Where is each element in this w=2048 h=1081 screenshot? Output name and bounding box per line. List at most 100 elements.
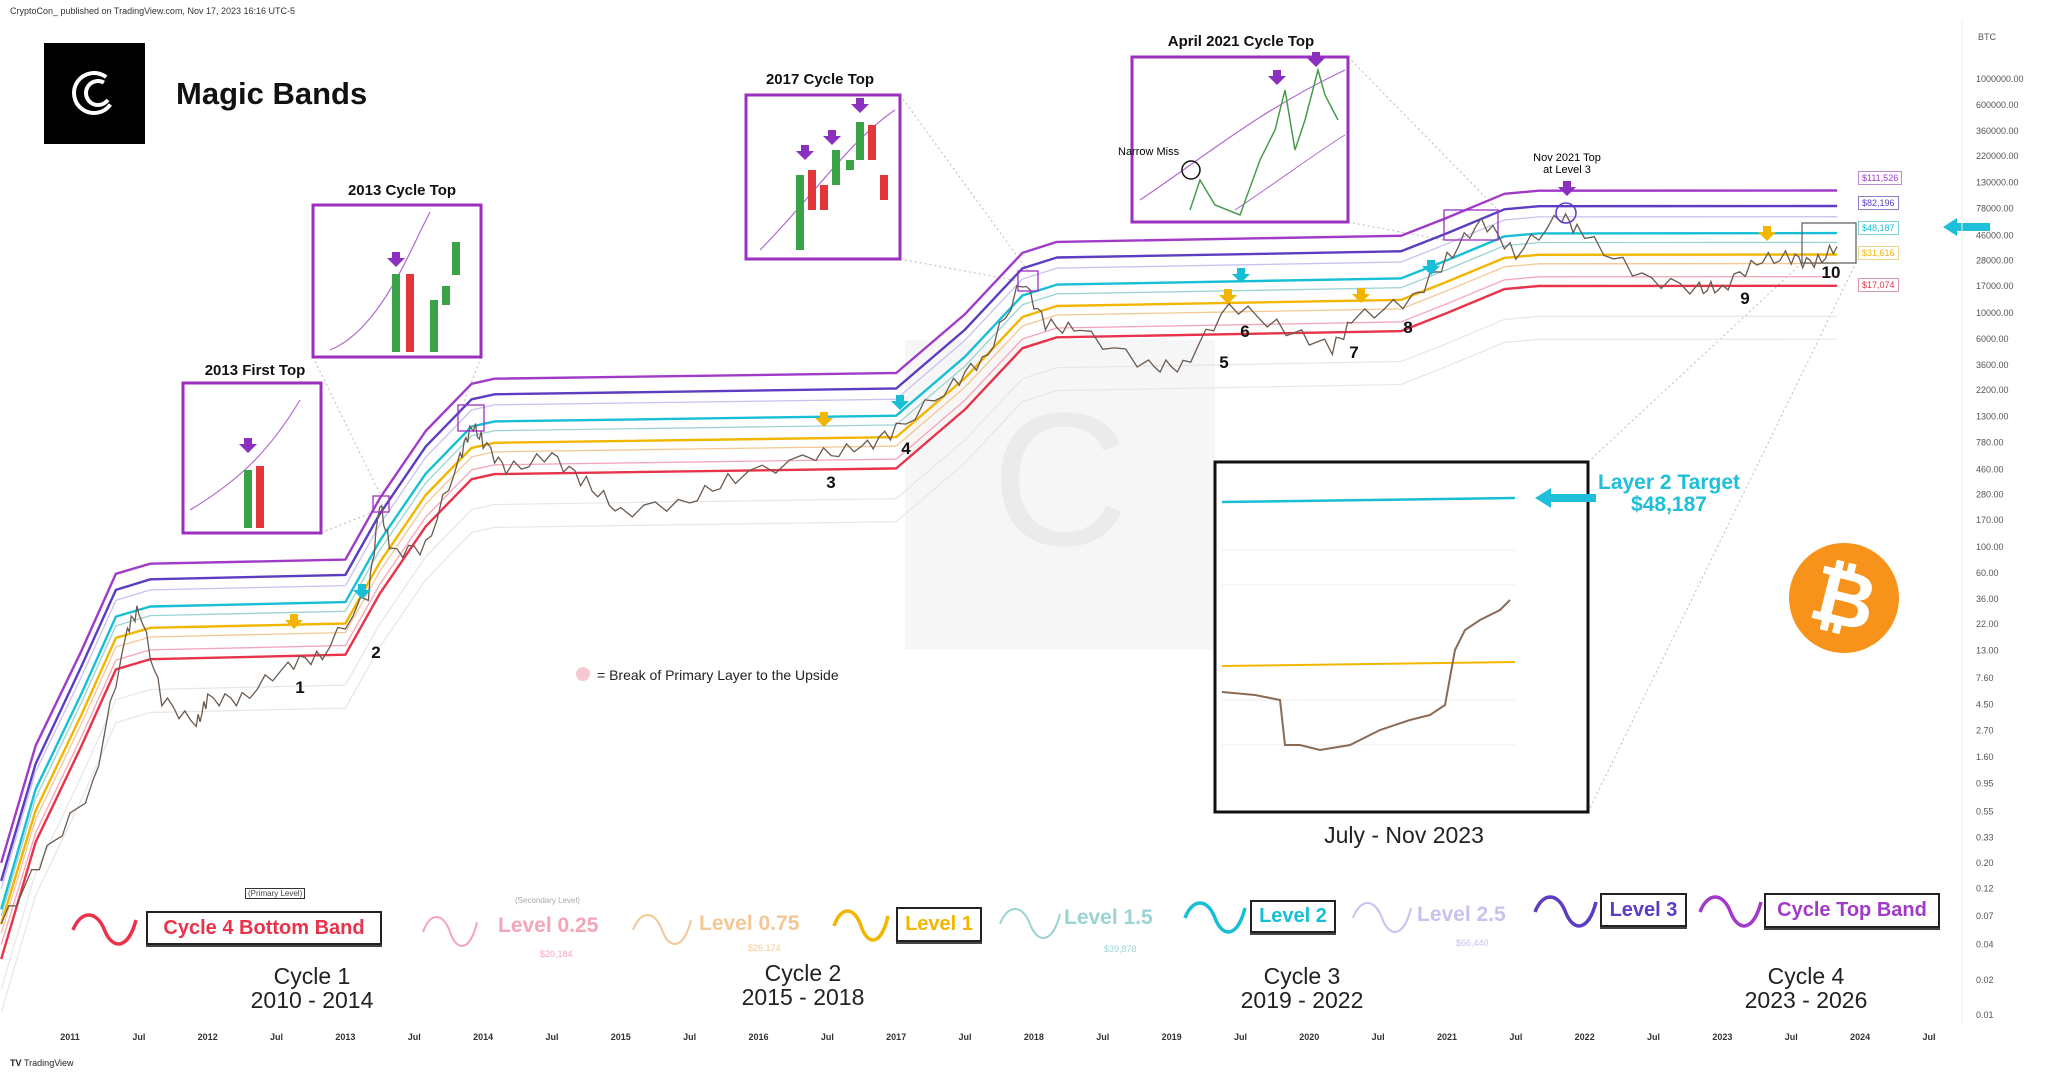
- x-tick-label: Jul: [408, 1032, 421, 1042]
- price-axis[interactable]: BTC 1000000.00 600000.00 360000.00 220000.00…: [1976, 32, 2024, 1020]
- tradingview-brand[interactable]: TV TradingView: [10, 1058, 74, 1068]
- orange-arrow-icon: [815, 412, 833, 427]
- watermark-letter: C: [991, 374, 1128, 586]
- cycle-4-name: Cycle 4: [1767, 963, 1845, 989]
- band-line-l075: [0, 262, 1838, 934]
- band-line-l2: [0, 231, 1838, 910]
- highlight-2013-cycle-top: [457, 404, 485, 432]
- page-title: Magic Bands: [176, 76, 368, 111]
- y-tick-label: 0.55: [1976, 806, 1994, 816]
- candle: [808, 170, 816, 210]
- highlight-2021-top: [1443, 209, 1499, 241]
- bitcoin-logo-icon: ₿: [1789, 543, 1899, 653]
- cycle-3-years: 2019 - 2022: [1240, 987, 1364, 1013]
- nov-2021-circle: [1555, 202, 1577, 224]
- y-tick-label: 170.00: [1976, 515, 2004, 525]
- publish-info: CryptoCon_ published on TradingView.com,…: [10, 6, 295, 16]
- inset-price: [1189, 67, 1339, 216]
- break-legend: = Break of Primary Layer to the Upside: [597, 667, 839, 683]
- y-tick-label: 60.00: [1976, 568, 1999, 578]
- cycle-2-name: Cycle 2: [764, 960, 842, 986]
- cyan-arrow-icon: [1232, 268, 1250, 283]
- inset-band: [1234, 134, 1346, 211]
- candle: [430, 300, 438, 352]
- band-line-l25: [0, 216, 1838, 889]
- x-tick-label: 2012: [198, 1032, 218, 1042]
- price-tag-l3: $82,196: [1858, 196, 1899, 210]
- y-tick-label: 0.95: [1976, 779, 1994, 789]
- wave-l2-icon: [1183, 901, 1247, 934]
- marker-10: 10: [1821, 263, 1841, 282]
- cycle-2-years: 2015 - 2018: [741, 984, 865, 1010]
- legend-level-15-value: $39,878: [1104, 944, 1137, 954]
- legend-level-025: Level 0.25: [498, 914, 599, 937]
- x-tick-label: Jul: [545, 1032, 558, 1042]
- time-axis[interactable]: 2011 Jul 2012 Jul 2013 Jul 2014 Jul 2015 Jul 2016 J…: [60, 1032, 1935, 1042]
- candle: [856, 122, 864, 160]
- legend-level-075: Level 0.75: [699, 912, 800, 935]
- inset-price: [1221, 599, 1511, 752]
- inset-band: [759, 109, 896, 251]
- y-tick-label: 78000.00: [1976, 204, 2014, 214]
- candle: [868, 125, 876, 160]
- band-line-l1: [0, 253, 1838, 925]
- brand-logo: [44, 43, 145, 144]
- marker-7: 7: [1349, 343, 1359, 362]
- target-arrow-icon: [1535, 488, 1596, 508]
- y-tick-label: 0.33: [1976, 832, 1994, 842]
- connector-line: [1587, 262, 1803, 463]
- purple-arrow-icon: [1268, 70, 1286, 85]
- inset-caption-2023: July - Nov 2023: [1324, 822, 1484, 848]
- x-tick-label: 2011: [60, 1032, 80, 1042]
- wave-l1-icon: [832, 909, 890, 942]
- connector-line: [1347, 56, 1499, 211]
- y-tick-label: 28000.00: [1976, 256, 2014, 266]
- inset-2017-cycle-top: [744, 93, 902, 261]
- x-tick-label: 2022: [1575, 1032, 1595, 1042]
- cycle-4-label: Cycle 4 2023 - 2026: [1745, 964, 1868, 1012]
- target-label: Layer 2 Target: [1597, 471, 1741, 494]
- connector-line: [899, 94, 1029, 272]
- inset-level-1-line: [1221, 661, 1516, 667]
- legend-level-3: Level 3: [1600, 893, 1687, 927]
- y-tick-label: 2.70: [1976, 726, 1994, 736]
- candle: [442, 286, 450, 305]
- marker-3: 3: [826, 473, 836, 492]
- y-tick-label: 360000.00: [1976, 126, 2019, 136]
- candle: [796, 175, 804, 250]
- candle: [244, 470, 252, 528]
- price-tag-l1: $31,616: [1858, 246, 1899, 260]
- tradingview-logo-icon: TV: [10, 1058, 25, 1068]
- y-tick-label: 3600.00: [1976, 360, 2009, 370]
- inset-band: [189, 399, 301, 511]
- connector-lines: [312, 56, 1857, 813]
- purple-arrow-icon: [387, 252, 405, 267]
- x-tick-label: 2021: [1437, 1032, 1457, 1042]
- x-tick-label: Jul: [683, 1032, 696, 1042]
- x-tick-label: 2024: [1850, 1032, 1870, 1042]
- x-tick-label: 2019: [1162, 1032, 1182, 1042]
- x-tick-label: 2016: [748, 1032, 768, 1042]
- nov-2021-line1: Nov 2021 Top: [1533, 152, 1601, 164]
- band-line-l3: [0, 204, 1838, 882]
- price-tag-top: $111,526: [1858, 171, 1903, 185]
- legend-level-075-value: $26,174: [748, 943, 781, 953]
- inset-2023-zoom: [1213, 460, 1590, 814]
- legend-level-25: Level 2.5: [1417, 903, 1506, 926]
- band-line-top: [0, 189, 1838, 864]
- watermark-logo: [905, 340, 1215, 650]
- y-tick-label: 6000.00: [1976, 334, 2009, 344]
- inset-title-2021-cycle-top: April 2021 Cycle Top: [1167, 33, 1315, 50]
- price-tag-bottom: $17,074: [1858, 278, 1899, 292]
- y-tick-label: 1.60: [1976, 752, 1994, 762]
- cyan-arrow-icon: [353, 584, 371, 599]
- cyan-arrow-icon: [1422, 260, 1440, 275]
- y-tick-label: 600000.00: [1976, 100, 2019, 110]
- wave-top-icon: [1698, 895, 1763, 928]
- y-tick-label: 0.01: [1976, 1010, 1994, 1020]
- y-tick-label: 0.02: [1976, 975, 1994, 985]
- cycle-4-years: 2023 - 2026: [1744, 987, 1868, 1013]
- purple-arrow-icon: [823, 130, 841, 145]
- secondary-level-note: (Secondary Level): [515, 896, 580, 905]
